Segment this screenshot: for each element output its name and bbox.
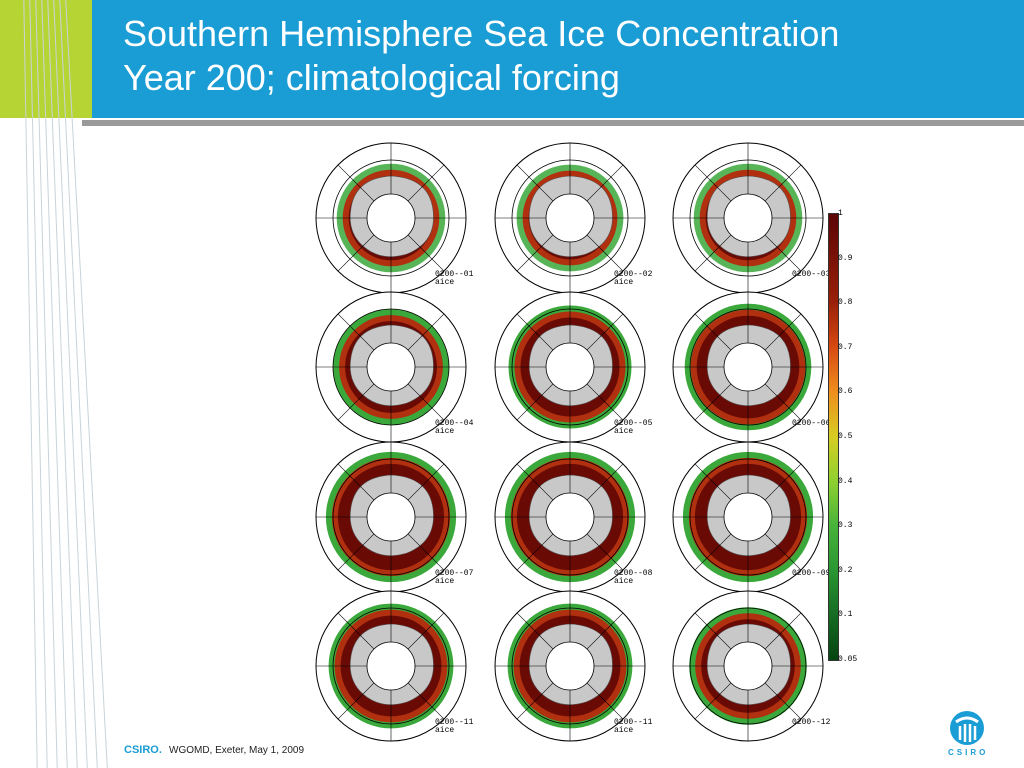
sea-ice-map (668, 287, 828, 447)
footer-brand: CSIRO. (124, 744, 162, 756)
map-label: 0200--11 aice (435, 718, 474, 735)
sea-ice-map (490, 138, 650, 298)
colorbar-tick-label: 0.5 (838, 432, 853, 441)
sea-ice-map (311, 287, 471, 447)
colorbar-tick-label: 0.6 (838, 387, 853, 397)
map-label: 0200--11 aice (614, 718, 653, 735)
map-label: 0200--08 aice (614, 569, 653, 586)
map-label: 0200--04 aice (435, 419, 474, 436)
sea-ice-map (668, 437, 828, 597)
colorbar-tick-label: 0.7 (838, 342, 853, 352)
sea-ice-map (311, 586, 471, 746)
map-label: 0200--09 (792, 569, 831, 578)
colorbar-tick-label: 0.3 (838, 521, 853, 531)
colorbar (828, 213, 839, 661)
sea-ice-map (668, 138, 828, 298)
header-underline (82, 120, 1024, 126)
logo-wordmark: CSIRO (948, 748, 989, 757)
slide-title-line1: Southern Hemisphere Sea Ice Concentratio… (123, 13, 840, 54)
map-label: 0200--07 aice (435, 569, 474, 586)
slide-title-line2: Year 200; climatological forcing (123, 57, 620, 98)
colorbar-tick-label: 0.2 (838, 565, 853, 575)
colorbar-tick-label: 0.4 (838, 476, 853, 486)
sea-ice-map (490, 437, 650, 597)
colorbar-tick-label: 0.05 (838, 655, 858, 664)
sea-ice-map (490, 287, 650, 447)
header-accent-block (0, 0, 92, 118)
colorbar-tick-label: 0.1 (838, 610, 853, 620)
colorbar-tick-label: 0.8 (838, 298, 853, 308)
sea-ice-map (490, 586, 650, 746)
map-label: 0200--02 aice (614, 270, 653, 287)
sea-ice-map (311, 138, 471, 298)
header-bar (0, 0, 1024, 118)
slide-title: Southern Hemisphere Sea Ice Concentratio… (123, 12, 839, 100)
map-label: 0200--05 aice (614, 419, 653, 436)
map-label: 0200--06 (792, 419, 831, 428)
map-label: 0200--12 (792, 718, 831, 727)
map-label: 0200--03 (792, 270, 831, 279)
colorbar-tick-label: 0.9 (838, 253, 853, 263)
colorbar-tick-label: 1 (838, 209, 843, 218)
map-label: 0200--01 aice (435, 270, 474, 287)
csiro-logo (944, 708, 990, 754)
sea-ice-map (311, 437, 471, 597)
footer-text: WGOMD, Exeter, May 1, 2009 (169, 745, 305, 756)
sea-ice-map (668, 586, 828, 746)
